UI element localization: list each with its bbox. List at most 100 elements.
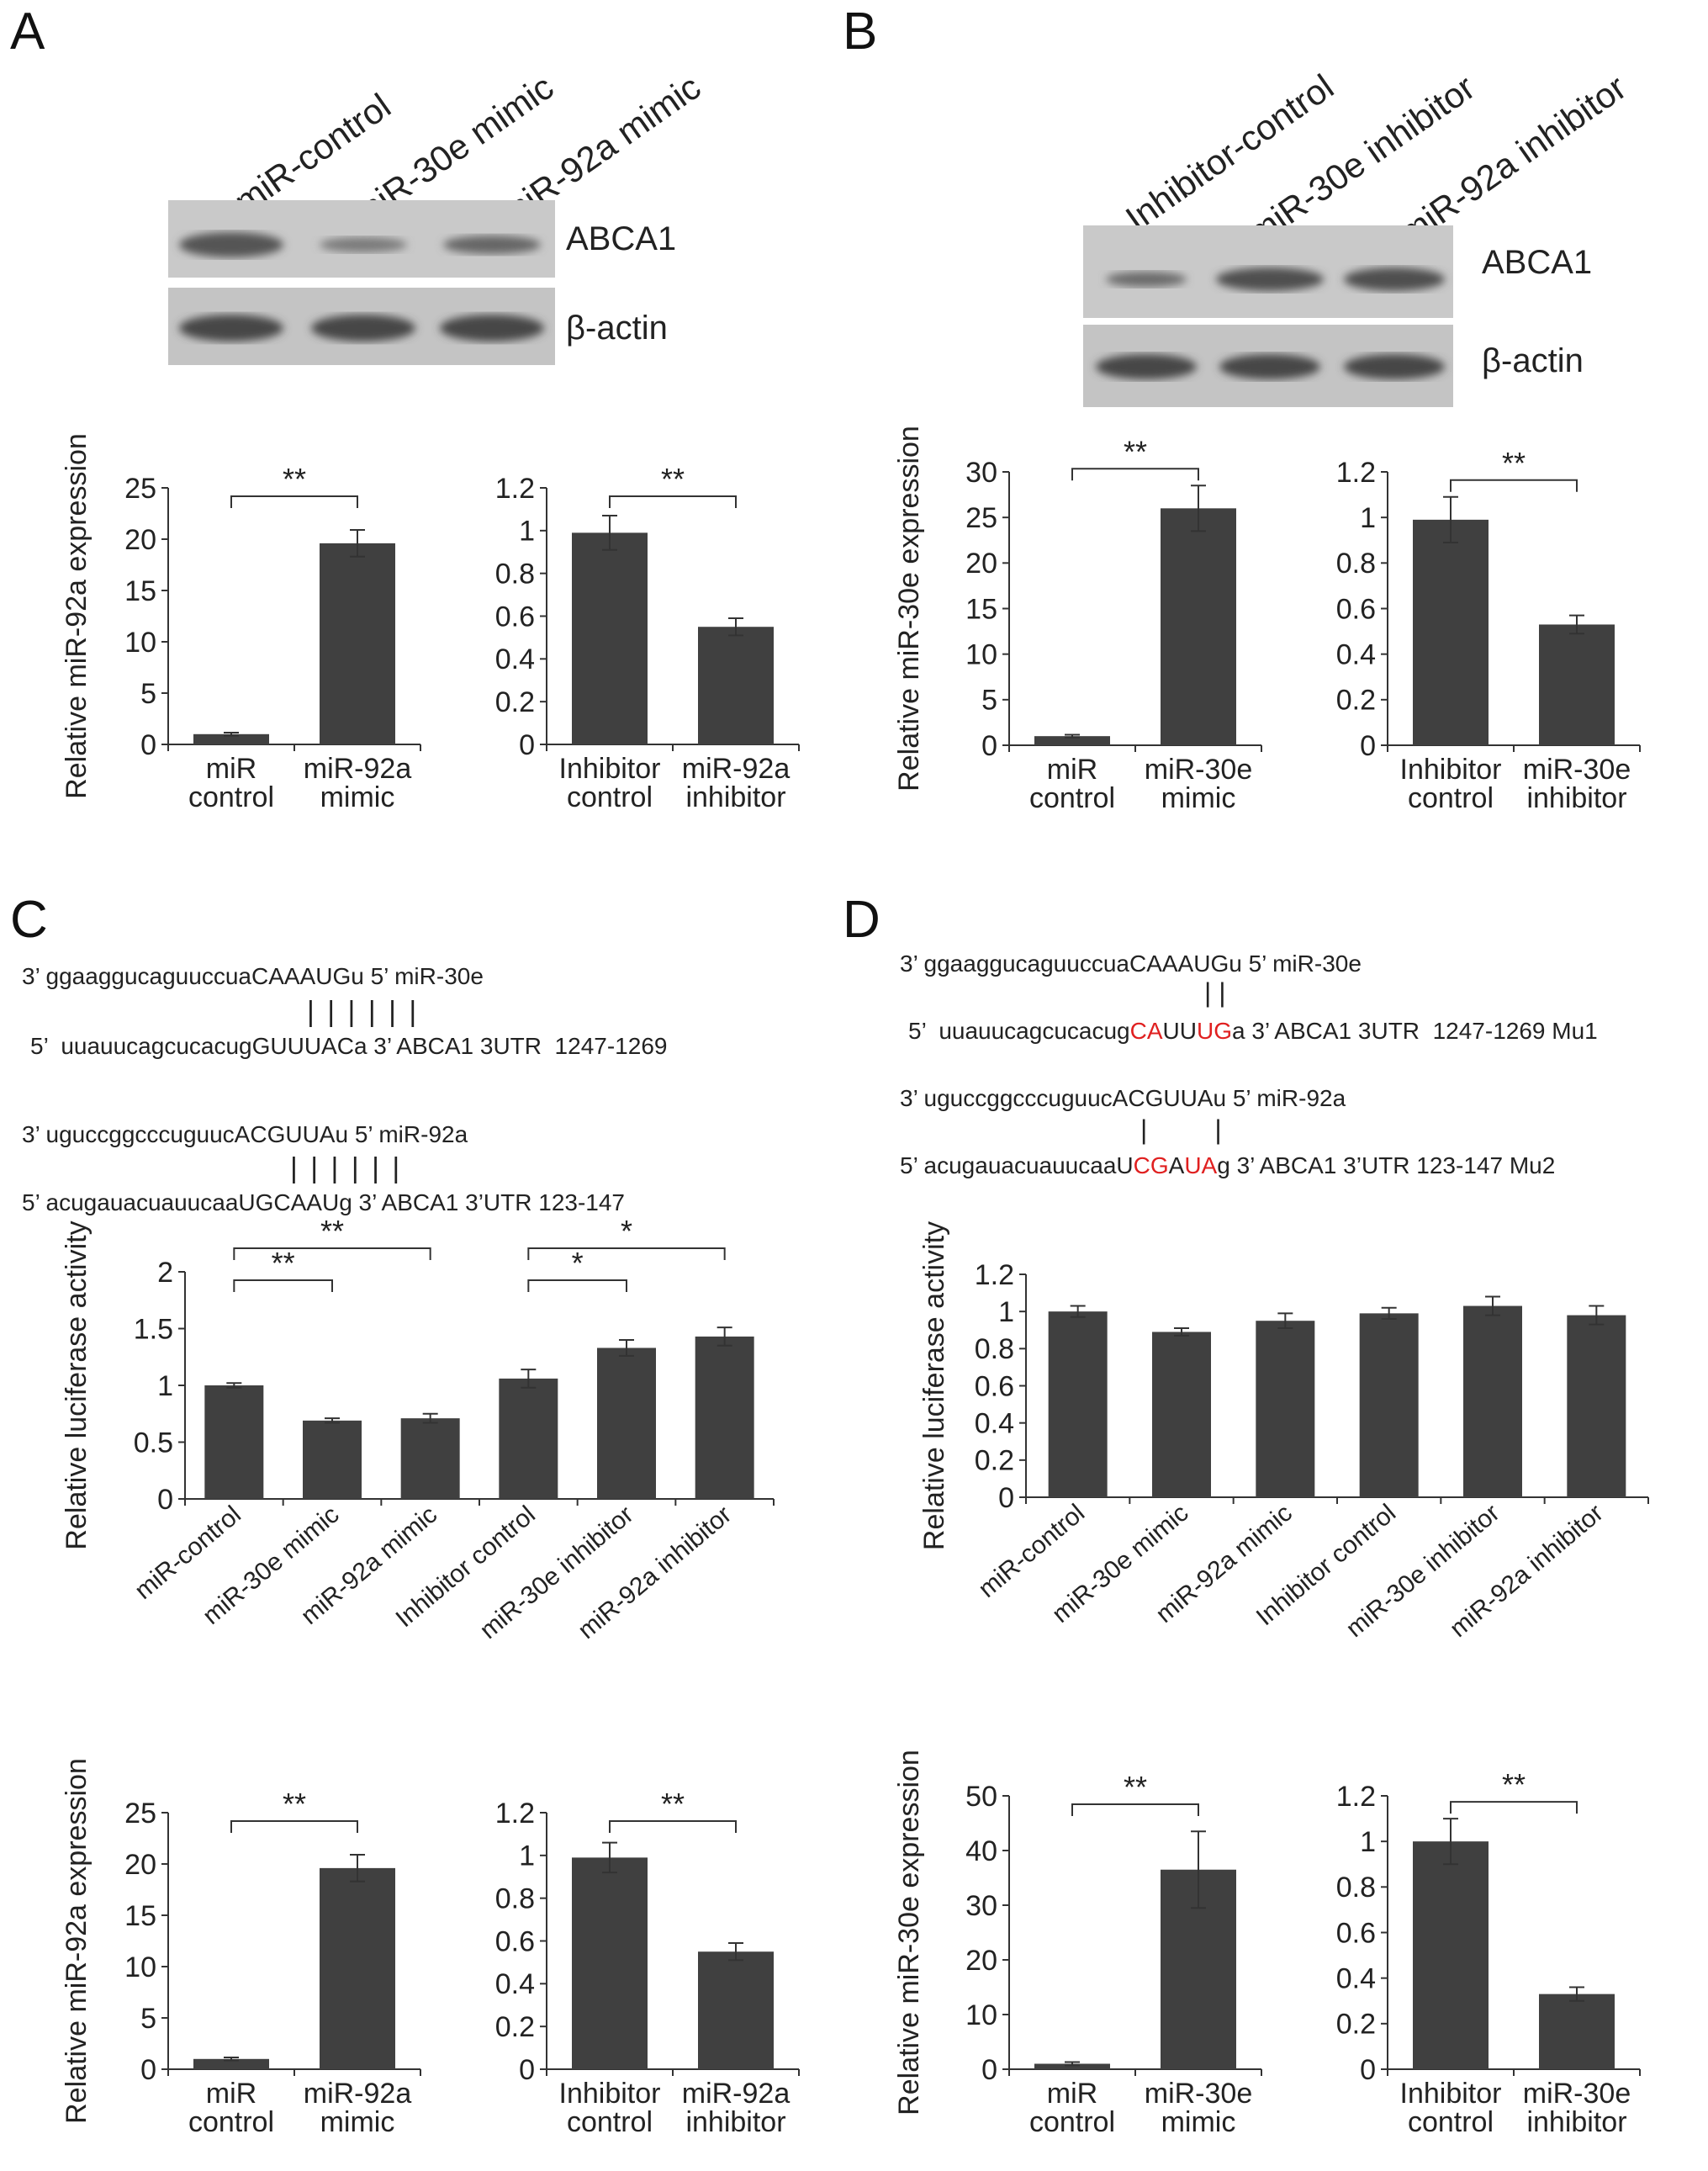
x-tick-label: mimic bbox=[320, 781, 395, 813]
x-tick-label: control bbox=[1029, 782, 1115, 814]
x-tick-label: miR bbox=[1047, 754, 1097, 786]
blot-label-abca1: ABCA1 bbox=[1482, 244, 1593, 281]
bar bbox=[1048, 1311, 1108, 1497]
band bbox=[179, 315, 283, 342]
significance-label: ** bbox=[1502, 446, 1526, 480]
mutated-bases: UA bbox=[1184, 1152, 1218, 1178]
y-tick-label: 30 bbox=[965, 457, 997, 489]
band bbox=[320, 237, 407, 252]
x-tick-label: mimic bbox=[1161, 782, 1236, 814]
y-tick-label: 10 bbox=[124, 1951, 156, 1983]
bar bbox=[1567, 1315, 1626, 1497]
y-axis-label: Relative miR-30e expression bbox=[893, 426, 925, 792]
y-tick-label: 2 bbox=[157, 1257, 173, 1289]
significance-bracket bbox=[1071, 468, 1199, 481]
blot-label-abca1: ABCA1 bbox=[566, 220, 677, 257]
y-tick-label: 10 bbox=[124, 627, 156, 659]
mutated-bases: CG bbox=[1133, 1152, 1169, 1178]
y-axis-label: Relative miR-30e expression bbox=[893, 1750, 925, 2115]
western-blot-a bbox=[168, 200, 555, 365]
significance-label: * bbox=[572, 1246, 584, 1280]
significance-bracket bbox=[609, 1820, 737, 1833]
significance-bracket bbox=[1450, 479, 1578, 492]
bar bbox=[1034, 2063, 1110, 2069]
significance-bracket bbox=[527, 1279, 627, 1292]
x-tick-label: inhibitor bbox=[1526, 782, 1626, 814]
x-tick-label: control bbox=[1029, 2106, 1115, 2138]
y-tick-label: 1 bbox=[519, 516, 535, 548]
y-tick-label: 0.6 bbox=[1336, 593, 1376, 625]
x-tick-label: miR-92a bbox=[304, 753, 412, 785]
significance-label: ** bbox=[272, 1246, 295, 1280]
significance-bracket bbox=[233, 1279, 333, 1292]
y-tick-label: 20 bbox=[965, 548, 997, 580]
x-tick-label: control bbox=[567, 2106, 653, 2138]
alignment-top-strand: 3’ uguccggcccuguucACGUUAu 5’ miR-92a bbox=[22, 1121, 468, 1147]
x-tick-label: miR-30e bbox=[1145, 2078, 1252, 2110]
bar bbox=[1359, 1313, 1419, 1497]
band bbox=[1219, 354, 1320, 379]
panel-letter-c: C bbox=[10, 891, 48, 949]
significance-label: ** bbox=[661, 1787, 685, 1821]
significance-label: ** bbox=[320, 1214, 344, 1248]
y-tick-label: 0.8 bbox=[1336, 1872, 1376, 1904]
mutated-bases: UG bbox=[1196, 1018, 1232, 1044]
y-tick-label: 5 bbox=[140, 2003, 156, 2035]
x-tick-label: control bbox=[1408, 782, 1494, 814]
y-tick-label: 1 bbox=[519, 1840, 535, 1872]
x-tick-label: miR bbox=[206, 2078, 256, 2110]
significance-label: ** bbox=[1124, 434, 1147, 469]
y-tick-label: 0 bbox=[1360, 730, 1376, 762]
band bbox=[179, 232, 283, 257]
y-tick-label: 0.2 bbox=[495, 2011, 535, 2043]
x-tick-label: miR-30e bbox=[1523, 754, 1631, 786]
y-tick-label: 20 bbox=[965, 1945, 997, 1977]
bar bbox=[1161, 508, 1236, 745]
bar bbox=[303, 1420, 362, 1499]
significance-bracket bbox=[1450, 1801, 1578, 1814]
seq-text: A bbox=[1168, 1152, 1185, 1178]
y-tick-label: 10 bbox=[965, 1999, 997, 2031]
x-tick-label: inhibitor bbox=[685, 2106, 785, 2138]
bar bbox=[320, 543, 395, 744]
x-tick-label: inhibitor bbox=[1526, 2106, 1626, 2138]
bar bbox=[695, 1336, 754, 1499]
panel-letter-b: B bbox=[843, 3, 878, 61]
y-tick-label: 0.2 bbox=[1336, 2009, 1376, 2041]
significance-label: * bbox=[621, 1214, 632, 1248]
y-axis-label: Relative luciferase activity bbox=[918, 1221, 950, 1550]
seq-text: UU bbox=[1162, 1018, 1197, 1044]
y-tick-label: 0.8 bbox=[495, 1883, 535, 1915]
significance-label: ** bbox=[1124, 1770, 1147, 1804]
y-tick-label: 0.8 bbox=[495, 559, 535, 590]
alignment-pairing-bars: | | | | | | bbox=[307, 996, 420, 1028]
x-tick-label: miR-30e bbox=[1523, 2078, 1631, 2110]
band bbox=[1106, 272, 1187, 287]
bar bbox=[1413, 1841, 1489, 2069]
y-tick-label: 0.4 bbox=[975, 1408, 1014, 1440]
significance-bracket bbox=[233, 1247, 431, 1260]
y-tick-label: 5 bbox=[981, 685, 997, 717]
significance-bracket bbox=[609, 495, 737, 508]
x-tick-label: miR bbox=[206, 753, 256, 785]
x-tick-label: control bbox=[188, 781, 274, 813]
bar bbox=[597, 1348, 656, 1499]
x-tick-label: Inhibitor bbox=[559, 753, 661, 785]
x-tick-label: control bbox=[188, 2106, 274, 2138]
significance-bracket bbox=[1071, 1803, 1199, 1816]
y-axis-label: Relative miR-92a expression bbox=[61, 433, 93, 799]
y-tick-label: 0.4 bbox=[1336, 639, 1376, 671]
y-tick-label: 0.8 bbox=[975, 1333, 1014, 1365]
x-tick-label: miR-30e bbox=[1145, 754, 1252, 786]
band bbox=[440, 315, 544, 342]
y-tick-label: 1 bbox=[998, 1296, 1014, 1328]
y-tick-label: 20 bbox=[124, 1849, 156, 1881]
y-tick-label: 0.2 bbox=[975, 1445, 1014, 1477]
band bbox=[311, 315, 415, 342]
y-tick-label: 50 bbox=[965, 1781, 997, 1813]
x-tick-label: control bbox=[567, 781, 653, 813]
y-tick-label: 0.5 bbox=[134, 1427, 173, 1459]
